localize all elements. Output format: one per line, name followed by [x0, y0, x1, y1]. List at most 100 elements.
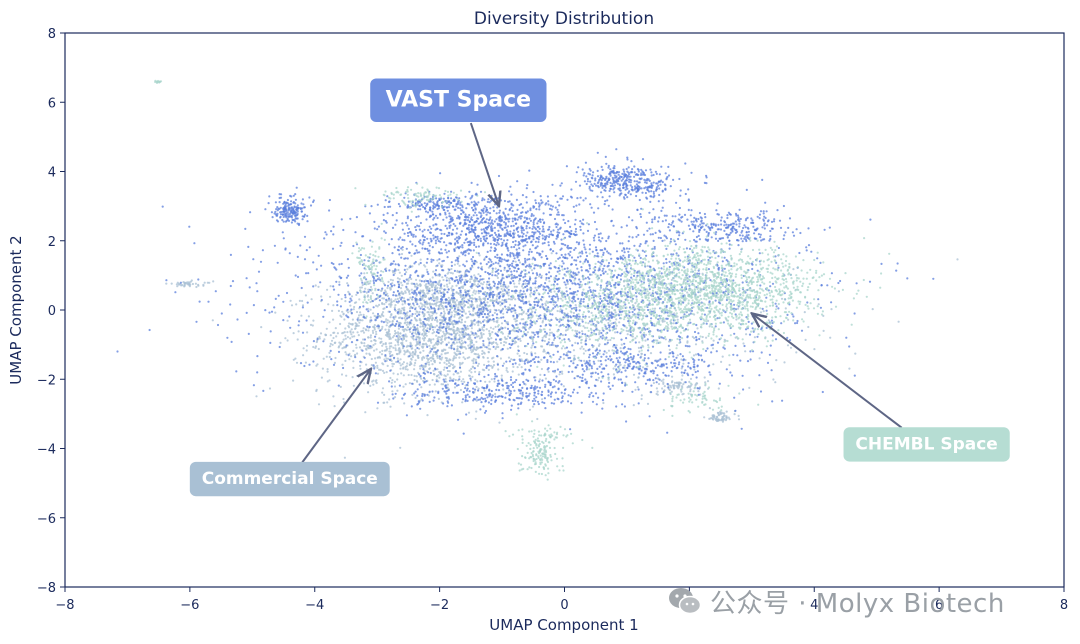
point	[404, 315, 407, 318]
point	[741, 281, 744, 284]
point	[747, 320, 750, 323]
point	[439, 321, 442, 324]
point	[612, 373, 616, 376]
point	[697, 332, 700, 335]
point	[325, 355, 328, 358]
point	[373, 349, 376, 352]
point	[422, 349, 425, 352]
point	[419, 261, 422, 265]
point	[348, 300, 351, 303]
point	[615, 260, 618, 263]
point	[381, 344, 384, 347]
point	[411, 306, 414, 310]
point	[682, 392, 685, 395]
point	[402, 367, 405, 370]
point	[370, 340, 373, 343]
point	[503, 289, 506, 292]
point	[488, 283, 491, 287]
point	[427, 330, 430, 333]
point	[459, 289, 462, 292]
point	[610, 257, 613, 260]
point	[563, 267, 566, 270]
point	[309, 323, 313, 326]
point	[372, 344, 375, 347]
point	[830, 272, 834, 275]
point	[634, 341, 637, 344]
point	[385, 301, 388, 304]
point	[411, 354, 414, 357]
point	[410, 373, 413, 377]
point	[596, 252, 599, 255]
point	[407, 373, 410, 377]
point	[626, 291, 630, 294]
point	[526, 241, 529, 244]
point	[737, 418, 741, 421]
point	[522, 290, 525, 293]
point	[837, 290, 841, 293]
point	[378, 303, 381, 306]
point	[406, 298, 409, 301]
point	[441, 320, 444, 323]
point	[464, 357, 467, 360]
point	[235, 370, 238, 373]
point	[381, 302, 384, 306]
point	[301, 331, 305, 334]
point	[487, 364, 490, 367]
point	[418, 343, 421, 346]
point	[498, 338, 502, 341]
point	[461, 278, 464, 281]
point	[478, 284, 481, 288]
point	[505, 369, 508, 372]
point	[479, 346, 482, 349]
point	[412, 323, 416, 326]
point	[355, 324, 358, 328]
point	[695, 323, 698, 327]
point	[388, 345, 392, 348]
point	[369, 308, 372, 311]
point	[391, 252, 394, 255]
point	[432, 372, 435, 376]
point	[646, 229, 649, 232]
point	[329, 345, 332, 348]
point	[807, 325, 810, 329]
point	[360, 272, 363, 275]
point	[405, 339, 408, 342]
point	[277, 294, 280, 297]
point	[607, 324, 610, 327]
point	[627, 240, 630, 243]
point	[485, 346, 488, 349]
point	[380, 270, 383, 273]
point	[513, 304, 517, 307]
point	[732, 353, 735, 356]
point	[384, 328, 387, 331]
point	[639, 215, 643, 218]
point	[444, 378, 447, 381]
point	[413, 352, 416, 355]
point	[391, 323, 394, 326]
point	[383, 307, 386, 310]
point	[378, 351, 382, 354]
point	[452, 367, 455, 370]
point	[557, 277, 561, 280]
point	[408, 355, 411, 358]
point	[594, 246, 598, 249]
point	[503, 268, 506, 271]
point	[487, 261, 490, 264]
point	[484, 380, 487, 383]
point	[252, 384, 255, 387]
point	[580, 298, 583, 301]
point	[385, 269, 388, 272]
point	[703, 416, 706, 419]
point	[193, 242, 196, 245]
point	[458, 255, 461, 258]
point	[475, 290, 478, 293]
point	[717, 413, 720, 416]
point	[423, 339, 426, 342]
point	[499, 341, 503, 345]
point	[770, 220, 774, 223]
point	[605, 239, 608, 243]
point	[578, 278, 581, 281]
point	[599, 297, 602, 300]
point	[352, 308, 355, 311]
point	[561, 334, 565, 337]
